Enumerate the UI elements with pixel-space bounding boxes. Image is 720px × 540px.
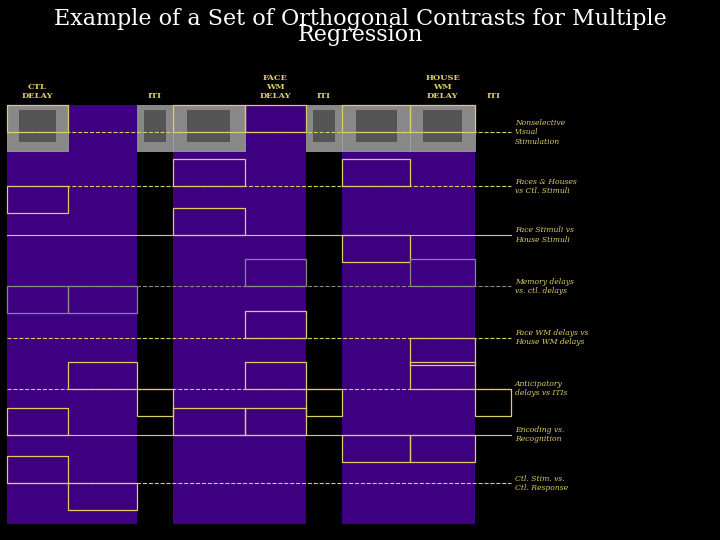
Bar	[313, 110, 335, 142]
Bar	[173, 105, 245, 151]
Text: ITI: ITI	[486, 92, 500, 100]
Bar	[173, 159, 245, 186]
Bar	[342, 435, 410, 462]
Bar	[410, 338, 475, 364]
Bar	[342, 105, 410, 151]
Bar	[68, 483, 137, 510]
Text: Regression: Regression	[297, 24, 423, 46]
Bar	[7, 456, 68, 483]
Bar	[356, 110, 397, 142]
Text: Ctl. Stim. vs.
Ctl. Response: Ctl. Stim. vs. Ctl. Response	[515, 475, 568, 492]
Bar	[342, 159, 410, 186]
Bar	[173, 105, 245, 132]
Bar	[306, 105, 342, 151]
Bar	[7, 408, 68, 435]
Bar	[245, 408, 306, 435]
Bar	[423, 110, 462, 142]
Bar	[410, 105, 475, 151]
Text: HOUSE
WM
DELAY: HOUSE WM DELAY	[426, 73, 460, 100]
Bar	[245, 105, 306, 524]
Bar	[7, 105, 68, 524]
Bar	[173, 208, 245, 235]
Bar	[68, 362, 137, 389]
Bar	[245, 362, 306, 389]
Text: Memory delays
vs. ctl. delays: Memory delays vs. ctl. delays	[515, 278, 574, 295]
Text: Anticipatory
delays vs ITIs: Anticipatory delays vs ITIs	[515, 380, 567, 397]
Text: Nonselective
Visual
Stimulation: Nonselective Visual Stimulation	[515, 119, 565, 145]
Bar	[68, 105, 137, 524]
Bar	[68, 286, 137, 313]
Bar	[245, 310, 306, 338]
Bar	[173, 408, 245, 435]
Bar	[410, 435, 475, 462]
Bar	[7, 286, 68, 313]
Bar	[410, 362, 475, 389]
Bar	[7, 186, 68, 213]
Text: Face Stimuli vs
House Stimuli: Face Stimuli vs House Stimuli	[515, 226, 574, 244]
Text: Example of a Set of Orthogonal Contrasts for Multiple: Example of a Set of Orthogonal Contrasts…	[53, 8, 667, 30]
Text: Encoding vs.
Recognition: Encoding vs. Recognition	[515, 426, 564, 443]
Bar	[410, 259, 475, 286]
Bar	[342, 105, 410, 132]
Text: ITI: ITI	[317, 92, 331, 100]
Text: Face WM delays vs
House WM delays: Face WM delays vs House WM delays	[515, 329, 588, 346]
Text: FACE
WM
DELAY: FACE WM DELAY	[259, 73, 291, 100]
Bar	[144, 110, 166, 142]
Bar	[410, 105, 475, 132]
Bar	[245, 259, 306, 286]
Bar	[173, 105, 245, 524]
Bar	[137, 105, 173, 151]
Bar	[342, 105, 410, 524]
Bar	[410, 105, 475, 524]
Bar	[245, 105, 306, 132]
Bar	[7, 105, 68, 132]
Bar	[137, 389, 173, 416]
Text: Faces & Houses
vs Ctl. Stimuli: Faces & Houses vs Ctl. Stimuli	[515, 178, 577, 195]
Text: CTL
DELAY: CTL DELAY	[22, 83, 53, 100]
Bar	[306, 389, 342, 416]
Bar	[187, 110, 230, 142]
Text: ITI: ITI	[148, 92, 162, 100]
Bar	[7, 105, 68, 151]
Bar	[19, 110, 56, 142]
Bar	[475, 389, 511, 416]
Bar	[342, 235, 410, 262]
